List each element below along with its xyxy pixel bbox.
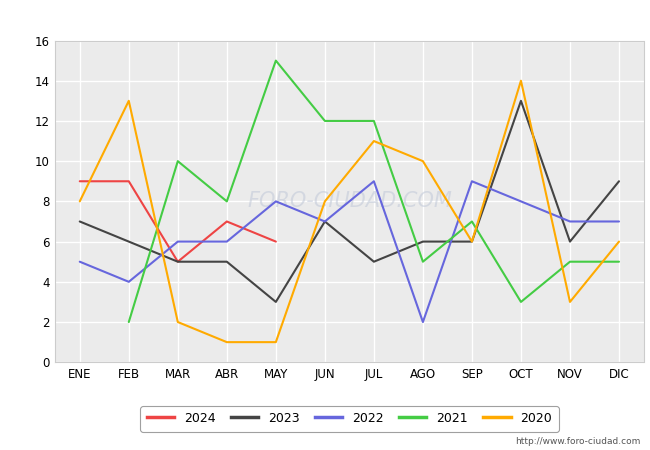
Text: http://www.foro-ciudad.com: http://www.foro-ciudad.com	[515, 436, 640, 446]
Text: Matriculaciones de Vehiculos en La Palma de Cervelló: Matriculaciones de Vehiculos en La Palma…	[109, 9, 541, 24]
Text: FORO-CIUDAD.COM: FORO-CIUDAD.COM	[247, 191, 452, 212]
Legend: 2024, 2023, 2022, 2021, 2020: 2024, 2023, 2022, 2021, 2020	[140, 406, 558, 432]
